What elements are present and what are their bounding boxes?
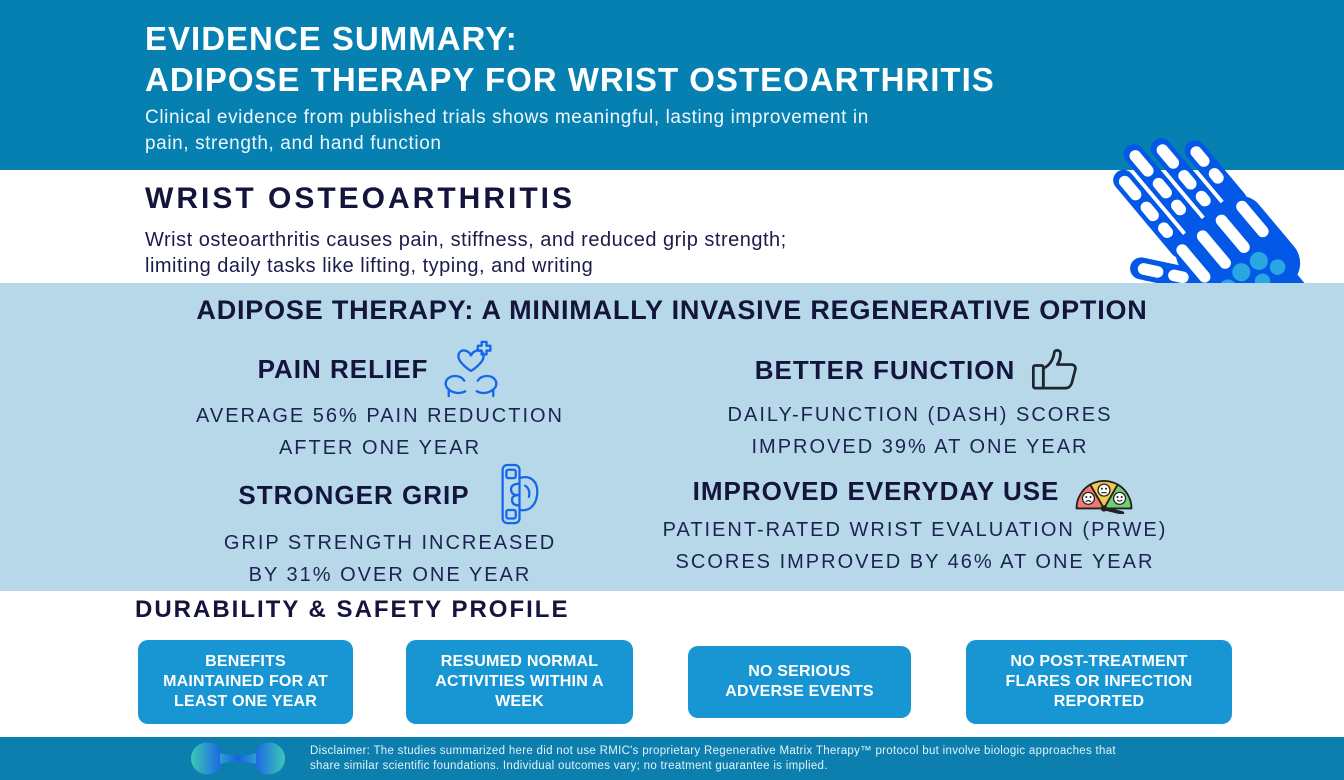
benefit-line1: GRIP STRENGTH INCREASED [223,532,557,554]
grip-dynamometer-icon [482,463,542,527]
benefit-title: IMPROVED EVERYDAY USE [692,475,1060,506]
therapy-heading: ADIPOSE THERAPY: A MINIMALLY INVASIVE RE… [196,295,1148,325]
benefit-better-function: BETTER FUNCTION DAILY-FUNCTION (DASH) SC… [685,341,1155,463]
benefit-line2: AFTER ONE YEAR [278,437,482,459]
benefit-line2: SCORES IMPROVED BY 46% AT ONE YEAR [675,551,1155,573]
disclaimer-text: Disclaimer: The studies summarized here … [310,744,1116,774]
condition-description-line1: Wrist osteoarthritis causes pain, stiffn… [145,229,787,251]
benefit-pain-relief: PAIN RELIEF AVERAGE 56% PAIN REDUCTION A… [150,338,610,464]
safety-card-resumed-activities: RESUMED NORMAL ACTIVITIES WITHIN A WEEK [406,640,633,724]
benefit-title: PAIN RELIEF [257,353,429,384]
brand-logo-icon [191,742,285,775]
safety-card-no-adverse-events: NO SERIOUS ADVERSE EVENTS [688,646,911,718]
satisfaction-gauge-icon [1071,468,1137,514]
safety-card-no-flares: NO POST-TREATMENT FLARES OR INFECTION RE… [966,640,1232,724]
therapy-section: ADIPOSE THERAPY: A MINIMALLY INVASIVE RE… [0,283,1344,591]
safety-heading: DURABILITY & SAFETY PROFILE [135,596,570,623]
condition-description: Wrist osteoarthritis causes pain, stiffn… [145,227,787,279]
hand-xray-illustration [1044,0,1344,283]
benefit-line1: AVERAGE 56% PAIN REDUCTION [196,405,564,427]
page-subtitle: Clinical evidence from published trials … [145,105,869,157]
page-title-line1: EVIDENCE SUMMARY: [145,20,518,57]
benefit-title: STRONGER GRIP [238,479,470,510]
hands-holding-heart-icon [440,338,502,400]
disclaimer-line2: share similar scientific foundations. In… [310,760,828,772]
thumbs-up-icon [1027,341,1085,399]
page-title: EVIDENCE SUMMARY: ADIPOSE THERAPY FOR WR… [145,18,995,100]
page-subtitle-line2: pain, strength, and hand function [145,133,442,154]
disclaimer-line1: Disclaimer: The studies summarized here … [310,745,1116,757]
header-band: EVIDENCE SUMMARY: ADIPOSE THERAPY FOR WR… [0,0,1344,170]
page-title-line2: ADIPOSE THERAPY FOR WRIST OSTEOARTHRITIS [145,61,995,98]
benefit-line2: BY 31% OVER ONE YEAR [248,564,532,586]
hand-skeleton-icon [1113,138,1344,283]
benefit-line1: DAILY-FUNCTION (DASH) SCORES [727,404,1113,426]
page-subtitle-line1: Clinical evidence from published trials … [145,107,869,128]
benefit-line1: PATIENT-RATED WRIST EVALUATION (PRWE) [662,519,1168,541]
benefit-improved-everyday-use: IMPROVED EVERYDAY USE [655,468,1175,578]
safety-card-benefits-maintained: BENEFITS MAINTAINED FOR AT LEAST ONE YEA… [138,640,353,724]
condition-description-line2: limiting daily tasks like lifting, typin… [145,255,594,277]
benefit-stronger-grip: STRONGER GRIP GRIP STRENGTH INCREASED BY… [160,463,620,591]
condition-title: WRIST OSTEOARTHRITIS [145,182,575,215]
benefit-title: BETTER FUNCTION [754,354,1016,385]
benefit-line2: IMPROVED 39% AT ONE YEAR [751,436,1089,458]
footer-band: Disclaimer: The studies summarized here … [0,737,1344,780]
